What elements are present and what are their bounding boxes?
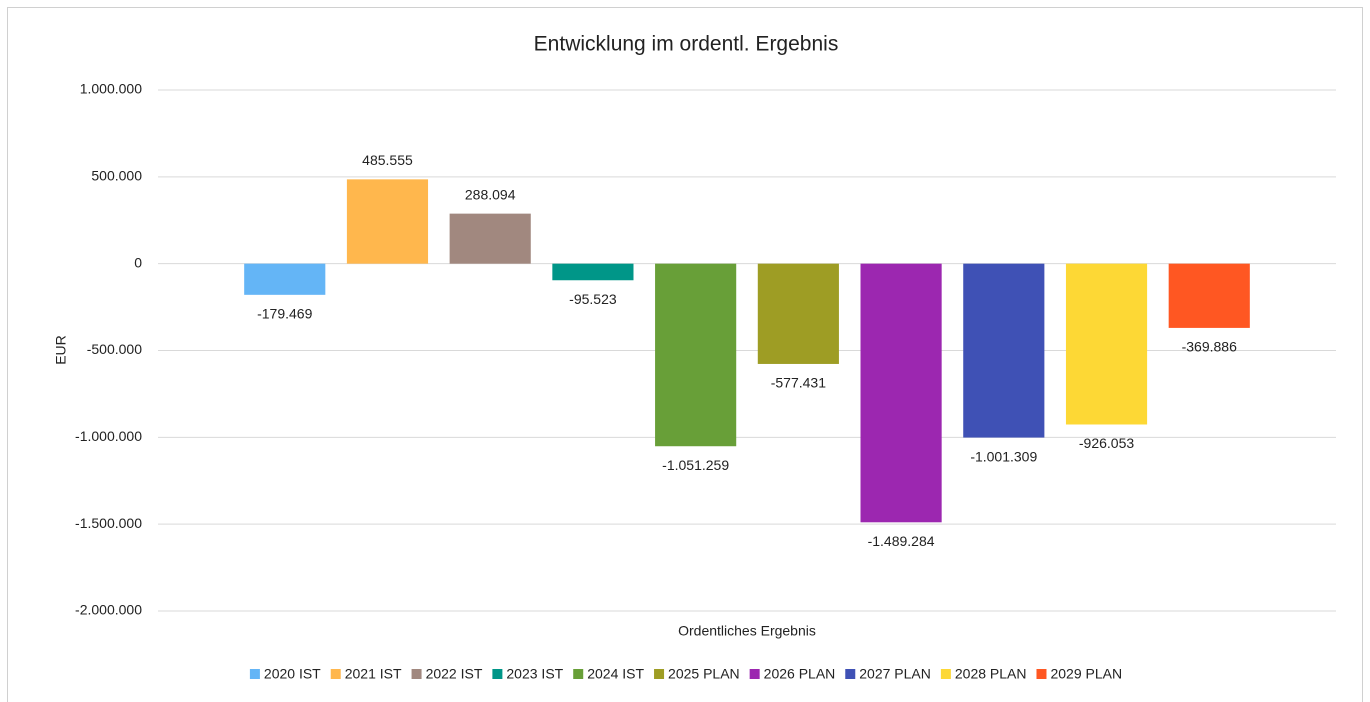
legend-label: 2020 IST xyxy=(264,666,321,682)
legend-label: 2022 IST xyxy=(426,666,483,682)
bar xyxy=(963,263,1045,438)
legend-label: 2024 IST xyxy=(587,666,644,682)
legend-label: 2021 IST xyxy=(345,666,402,682)
legend-label: 2023 IST xyxy=(506,666,563,682)
data-label: -1.051.259 xyxy=(662,457,729,473)
data-label: -369.886 xyxy=(1182,339,1237,355)
legend-swatch xyxy=(249,669,260,679)
legend-swatch xyxy=(654,669,665,679)
y-tick-label: -1.500.000 xyxy=(75,515,142,531)
legend-swatch xyxy=(330,669,341,679)
legend-swatch xyxy=(411,669,422,679)
bar xyxy=(860,263,942,523)
legend-label: 2025 PLAN xyxy=(668,666,740,682)
data-label: -179.469 xyxy=(257,306,312,322)
y-tick-label: 0 xyxy=(134,254,142,270)
bar xyxy=(757,263,839,364)
legend-label: 2028 PLAN xyxy=(955,666,1027,682)
bar xyxy=(449,213,531,264)
y-tick-label: -1.000.000 xyxy=(75,428,142,444)
legend-label: 2026 PLAN xyxy=(764,666,836,682)
legend-swatch xyxy=(845,669,856,679)
legend-swatch xyxy=(492,669,503,679)
legend-swatch xyxy=(573,669,584,679)
bar xyxy=(346,179,429,264)
legend-swatch xyxy=(749,669,760,679)
bar xyxy=(244,263,326,295)
data-label: -95.523 xyxy=(569,291,617,307)
y-tick-label: 1.000.000 xyxy=(80,81,142,97)
chart-title: Entwicklung im ordentl. Ergebnis xyxy=(534,33,839,56)
legend-swatch xyxy=(940,669,951,679)
data-label: -926.053 xyxy=(1079,435,1134,451)
y-tick-label: 500.000 xyxy=(91,168,142,184)
data-label: -1.489.284 xyxy=(868,533,935,549)
data-label: 485.555 xyxy=(362,152,413,168)
bar xyxy=(1168,263,1250,328)
data-label: 288.094 xyxy=(465,186,516,202)
bar xyxy=(655,263,737,447)
data-label: -577.431 xyxy=(771,375,826,391)
bar xyxy=(1065,263,1148,425)
x-axis-label: Ordentliches Ergebnis xyxy=(678,623,816,639)
bar xyxy=(552,263,634,281)
data-label: -1.001.309 xyxy=(970,448,1037,464)
legend-label: 2027 PLAN xyxy=(859,666,931,682)
y-axis-label: EUR xyxy=(53,335,69,365)
y-tick-label: -2.000.000 xyxy=(75,602,142,618)
legend-swatch xyxy=(1036,669,1047,679)
y-tick-label: -500.000 xyxy=(87,341,142,357)
legend-label: 2029 PLAN xyxy=(1050,666,1122,682)
